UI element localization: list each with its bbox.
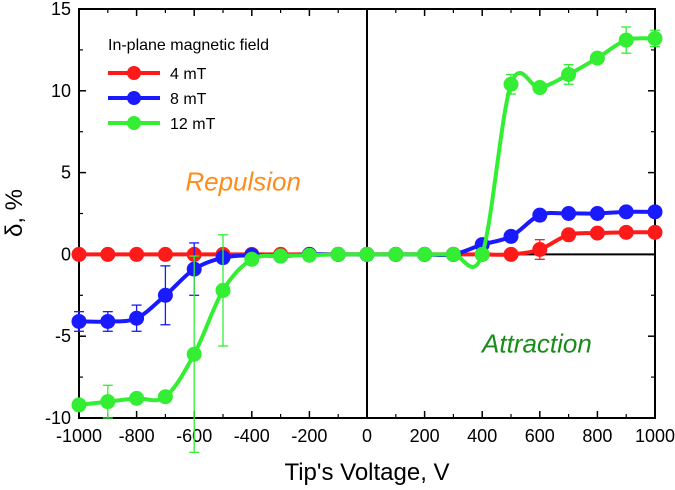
data-point [503,246,519,262]
x-axis-title: Tip's Voltage, V [284,459,449,486]
data-point [618,204,634,220]
data-point [129,310,145,326]
data-point [561,206,577,221]
data-point [71,246,87,262]
data-point [71,397,87,413]
data-point [157,246,173,262]
data-point [388,246,404,262]
data-point [561,227,577,243]
x-tick-label: 400 [467,426,497,446]
y-tick-label: 5 [61,163,71,183]
data-point [589,206,605,221]
legend-marker-8mt [127,91,141,105]
y-tick-label: -5 [55,326,71,346]
data-point [157,389,173,405]
x-tick-label: 0 [362,426,372,446]
data-point [100,246,116,262]
legend-entry-8mt: 8 mT [108,91,207,108]
data-point [330,246,346,262]
data-point [157,287,173,303]
legend-marker-12mt [127,116,141,130]
data-point [647,224,663,240]
data-point [532,207,548,223]
data-point [589,50,605,66]
x-tick-label: 600 [525,426,555,446]
data-point [186,346,202,362]
data-point [589,225,605,241]
data-point [445,246,461,262]
series-line [78,36,656,407]
legend: In-plane magnetic field 4 mT 8 mT 12 mT [108,37,269,133]
x-tick-label: -800 [119,426,155,446]
data-point [129,246,145,262]
data-point [71,313,87,329]
x-tick-label: 1000 [635,426,675,446]
data-point [474,246,490,262]
series-layer [71,26,663,454]
legend-entry-4mt: 4 mT [108,66,207,83]
y-axis-title: δ, % [1,189,28,237]
data-point [503,76,519,92]
data-point [647,30,663,46]
data-point [301,247,317,263]
data-point [532,80,548,96]
y-tick-label: 0 [61,244,71,264]
series-12mt [71,26,663,454]
data-point [215,282,231,298]
data-point [359,246,375,262]
legend-marker-4mt [127,66,141,80]
annotation-attraction: Attraction [480,329,592,359]
data-point [618,224,634,240]
data-point [647,204,663,220]
x-tick-label: -200 [291,426,327,446]
data-point [244,251,260,267]
legend-label-12mt: 12 mT [170,116,216,133]
y-axis-ticks: -10 -5 0 5 10 15 [45,0,655,428]
y-tick-label: 15 [51,0,71,19]
annotation-repulsion: Repulsion [185,167,301,197]
data-point [532,241,548,257]
data-point [100,313,116,329]
data-point [503,228,519,244]
data-point [618,32,634,48]
data-point [561,66,577,82]
x-tick-label: -400 [234,426,270,446]
x-tick-label: -1000 [56,426,102,446]
y-tick-label: -10 [45,408,71,428]
data-point [417,246,433,262]
legend-label-8mt: 8 mT [170,91,207,108]
data-point [273,248,289,264]
x-tick-label: 200 [410,426,440,446]
y-tick-label: 10 [51,81,71,101]
x-tick-label: 800 [582,426,612,446]
data-point [100,394,116,410]
legend-label-4mt: 4 mT [170,66,207,83]
legend-title: In-plane magnetic field [108,37,269,54]
data-point [129,390,145,406]
legend-entry-12mt: 12 mT [108,116,216,133]
